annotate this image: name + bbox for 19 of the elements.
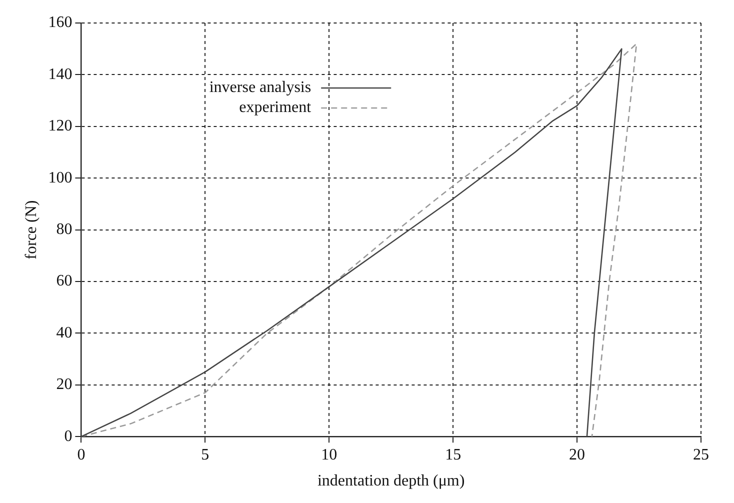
x-tick-label: 20	[569, 446, 586, 464]
y-tick-label: 60	[56, 272, 72, 290]
y-tick-label: 0	[64, 428, 72, 445]
x-tick-label: 10	[321, 446, 338, 464]
x-axis-title: indentation depth (μm)	[317, 472, 465, 490]
x-tick-label: 5	[201, 446, 210, 464]
x-tick-label: 25	[693, 446, 709, 464]
y-tick-label: 120	[48, 118, 72, 135]
x-tick-label: 15	[445, 446, 462, 464]
y-tick-label: 20	[56, 376, 72, 394]
y-tick-label: 140	[48, 66, 72, 83]
legend-label: experiment	[239, 99, 312, 116]
y-axis-title: force (N)	[22, 200, 40, 260]
y-tick-label: 80	[56, 221, 72, 238]
y-tick-label: 160	[48, 14, 72, 32]
y-tick-label: 40	[56, 324, 72, 342]
x-tick-label: 0	[77, 446, 86, 464]
legend-label: inverse analysis	[209, 79, 312, 96]
y-tick-label: 100	[48, 169, 72, 186]
